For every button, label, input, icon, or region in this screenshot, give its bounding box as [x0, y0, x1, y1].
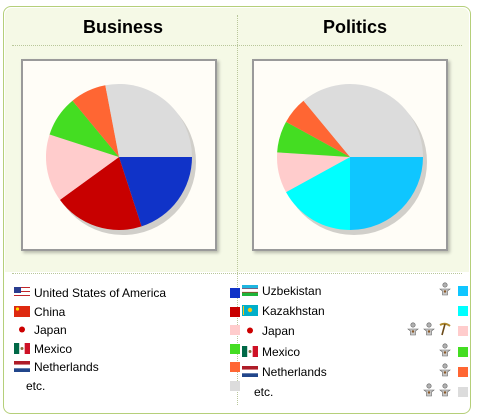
business-legend: United States of America China Japan Mexico…	[14, 283, 240, 395]
legend-label: United States of America	[34, 286, 167, 300]
legend-item: China	[14, 302, 240, 321]
pie-slice-netherlands	[72, 85, 119, 157]
legend-label: Mexico	[262, 344, 301, 359]
pie-slice-uzbekistan	[350, 157, 423, 230]
legend-item: etc.	[242, 382, 468, 402]
politics-legend: Uzbekistan Kazakhstan Japan Mexico Netherlan…	[242, 281, 468, 402]
mexico-flag-icon	[14, 342, 30, 354]
figure-icon	[439, 282, 451, 296]
legend-label: China	[34, 304, 66, 319]
pie-slice-etc	[105, 83, 192, 157]
business-title: Business	[82, 17, 164, 37]
japan-flag-icon	[242, 325, 258, 337]
legend-label: etc.	[26, 378, 46, 393]
politics-title: Politics	[322, 17, 388, 37]
legend-item: Netherlands	[14, 357, 240, 376]
legend-icons	[404, 322, 452, 340]
legend-item: Mexico	[14, 339, 240, 358]
column-divider	[237, 15, 238, 405]
uzbekistan-flag-icon	[242, 285, 258, 296]
legend-item: United States of America	[14, 283, 240, 302]
legend-swatch	[230, 362, 240, 373]
legend-swatch	[458, 306, 468, 317]
business-pie	[45, 83, 196, 235]
legend-item: Japan	[14, 320, 240, 339]
pie-slice-japan	[276, 152, 350, 193]
china-flag-icon	[14, 305, 30, 317]
legend-swatch	[458, 346, 468, 357]
pie-slice-netherlands	[286, 100, 350, 157]
legend-label: Kazakhstan	[262, 304, 325, 319]
figure-icon	[423, 383, 435, 397]
politics-pie	[276, 83, 427, 235]
figure-icon	[439, 363, 451, 377]
legend-swatch	[458, 286, 468, 296]
pie-slice-china	[59, 157, 142, 231]
legend-swatch	[230, 380, 240, 391]
business-chart	[21, 59, 217, 251]
pie-slice-etc	[303, 83, 423, 157]
us-flag-icon	[14, 287, 30, 298]
pie-slice-mexico	[277, 121, 350, 157]
legend-item: Japan	[242, 321, 468, 341]
politics-chart	[252, 59, 448, 251]
figure-icon	[439, 343, 451, 356]
legend-swatch	[230, 325, 240, 336]
comparison-panel: Business Politics United States of Ameri…	[3, 6, 471, 414]
legend-label: Japan	[34, 323, 67, 338]
pickaxe-icon	[439, 323, 451, 336]
japan-flag-icon	[14, 324, 30, 336]
legend-icons	[436, 363, 452, 381]
pie-slice-japan	[45, 134, 119, 200]
legend-label: Netherlands	[262, 364, 327, 379]
figure-icon	[423, 322, 435, 336]
legend-icons	[436, 343, 452, 361]
legend-icons	[420, 383, 452, 401]
legend-label: etc.	[254, 384, 274, 399]
legend-item: Netherlands	[242, 362, 468, 382]
legend-item: etc.	[14, 376, 240, 395]
legend-icons	[436, 282, 452, 300]
legend-swatch	[230, 306, 240, 317]
legend-swatch	[458, 366, 468, 377]
legend-label: Japan	[262, 324, 295, 339]
figure-icon	[439, 383, 451, 397]
legend-swatch	[458, 386, 468, 397]
legend-item: Uzbekistan	[242, 281, 468, 301]
legend-item: Kazakhstan	[242, 301, 468, 321]
legend-swatch	[458, 326, 468, 337]
mexico-flag-icon	[242, 345, 258, 357]
legend-swatch	[230, 343, 240, 354]
legend-swatch	[230, 288, 240, 298]
netherlands-flag-icon	[14, 361, 30, 373]
netherlands-flag-icon	[242, 365, 258, 377]
legend-label: Netherlands	[34, 360, 99, 375]
legend-item: Mexico	[242, 342, 468, 362]
pie-slice-mexico	[49, 100, 119, 157]
kazakhstan-flag-icon	[242, 305, 258, 317]
pie-slice-united-states-of-america	[119, 157, 192, 227]
legend-label: Uzbekistan	[262, 284, 322, 298]
legend-label: Mexico	[34, 341, 73, 356]
figure-icon	[407, 322, 419, 336]
pie-slice-kazakhstan	[286, 157, 350, 230]
